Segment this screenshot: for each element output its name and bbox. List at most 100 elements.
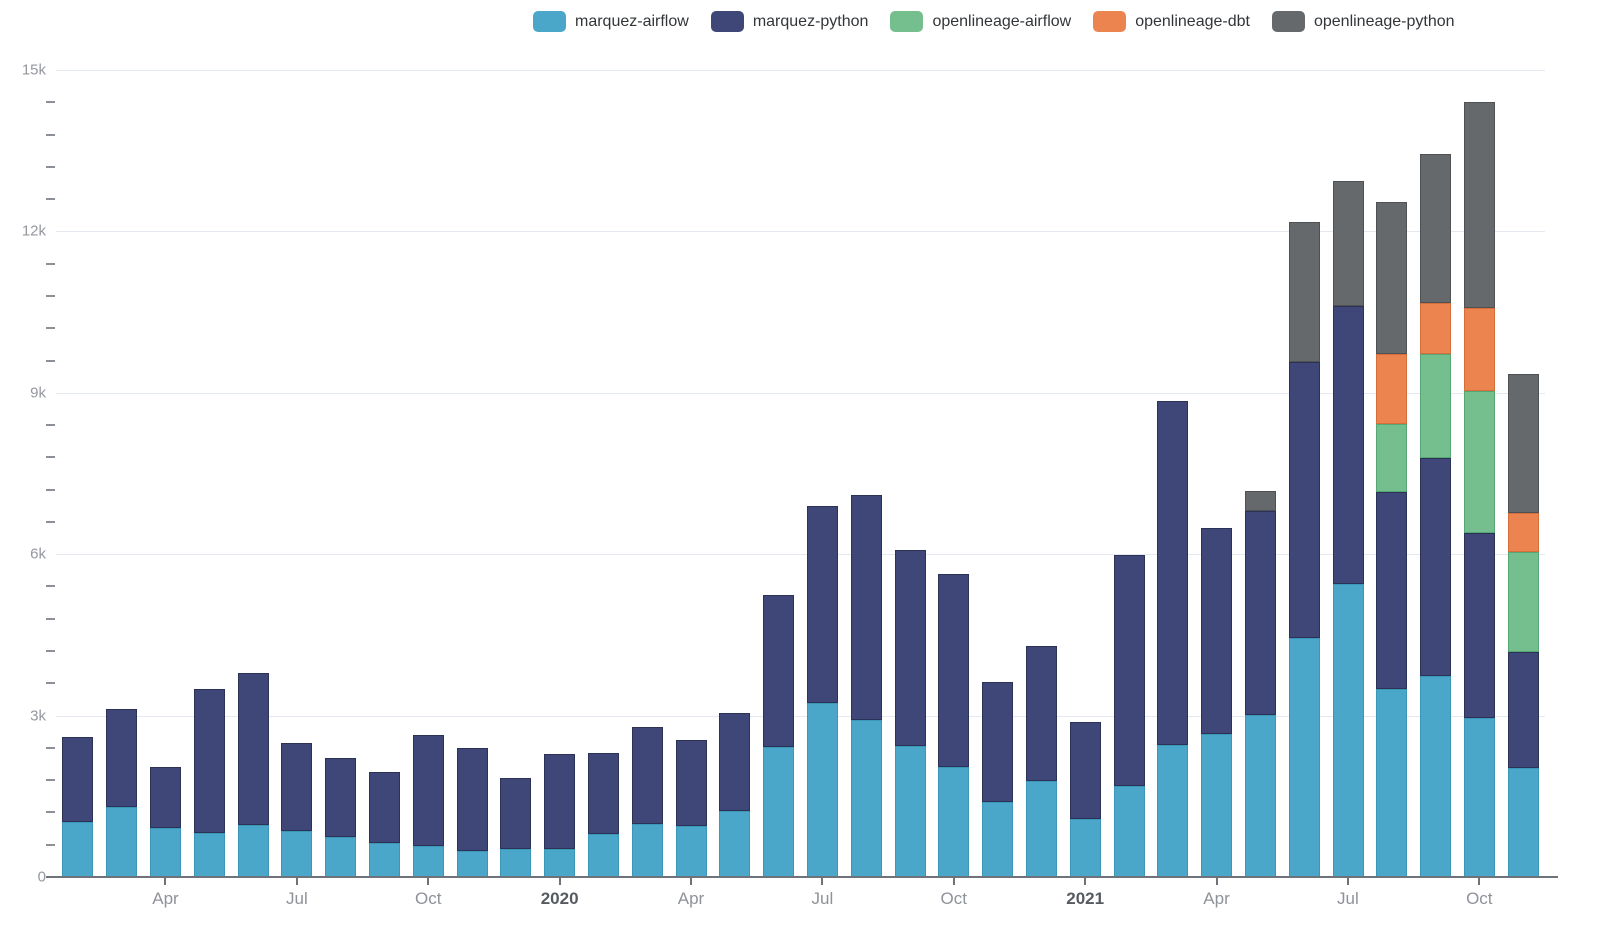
bar-segment-marquez-python[interactable] [719,713,751,811]
bar-segment-marquez-airflow[interactable] [806,702,838,877]
bar-segment-marquez-python[interactable] [106,709,138,807]
bar-segment-marquez-airflow[interactable] [149,828,181,877]
bar-segment-marquez-python[interactable] [544,753,576,850]
bar-segment-marquez-python[interactable] [412,734,444,846]
bar-mar-2019[interactable] [106,709,138,877]
bar-nov-2019[interactable] [456,747,488,877]
bar-segment-marquez-python[interactable] [850,495,882,720]
bar-segment-openlineage-python[interactable] [1332,181,1364,307]
bar-sep-2020[interactable] [894,549,926,877]
bar-sep-2021[interactable] [1420,153,1452,877]
bar-segment-marquez-python[interactable] [1157,401,1189,745]
bar-segment-marquez-python[interactable] [1288,362,1320,639]
legend-item-openlineage-python[interactable]: openlineage-python [1271,11,1455,32]
bar-segment-marquez-python[interactable] [1463,532,1495,718]
bar-jul-2019[interactable] [281,742,313,877]
bar-segment-marquez-python[interactable] [281,742,313,832]
bar-segment-marquez-airflow[interactable] [368,843,400,877]
bar-segment-openlineage-dbt[interactable] [1420,302,1452,355]
bar-segment-marquez-python[interactable] [894,549,926,747]
bar-segment-marquez-python[interactable] [1025,645,1057,781]
bar-segment-openlineage-airflow[interactable] [1420,354,1452,459]
bar-segment-marquez-airflow[interactable] [1420,676,1452,877]
bar-segment-marquez-airflow[interactable] [281,831,313,877]
bar-apr-2020[interactable] [675,740,707,877]
legend-item-marquez-airflow[interactable]: marquez-airflow [533,11,689,32]
bar-segment-marquez-airflow[interactable] [1376,689,1408,877]
bar-jun-2021[interactable] [1288,222,1320,877]
bar-segment-marquez-airflow[interactable] [193,832,225,877]
bar-jan-2020[interactable] [544,753,576,877]
bar-segment-openlineage-python[interactable] [1376,202,1408,355]
bar-segment-marquez-airflow[interactable] [850,719,882,877]
bar-jan-2021[interactable] [1069,721,1101,877]
bar-jun-2020[interactable] [763,594,795,877]
bar-segment-marquez-airflow[interactable] [412,845,444,877]
bar-mar-2021[interactable] [1157,401,1189,877]
bar-segment-marquez-python[interactable] [193,689,225,833]
bar-apr-2021[interactable] [1201,528,1233,877]
bar-oct-2020[interactable] [938,573,970,877]
bar-segment-marquez-python[interactable] [456,747,488,851]
bar-segment-marquez-airflow[interactable] [719,810,751,877]
bar-jun-2019[interactable] [237,672,269,877]
bar-segment-openlineage-airflow[interactable] [1507,551,1539,653]
bar-segment-openlineage-python[interactable] [1244,491,1276,511]
bar-segment-marquez-python[interactable] [1069,721,1101,819]
bar-segment-marquez-python[interactable] [938,573,970,767]
bar-segment-marquez-airflow[interactable] [237,824,269,877]
bar-segment-marquez-python[interactable] [1113,554,1145,786]
bar-segment-marquez-airflow[interactable] [1463,717,1495,877]
bar-oct-2019[interactable] [412,734,444,877]
bar-segment-marquez-python[interactable] [1376,491,1408,690]
legend-item-openlineage-airflow[interactable]: openlineage-airflow [890,11,1071,32]
bar-segment-marquez-airflow[interactable] [894,746,926,877]
bar-segment-marquez-airflow[interactable] [1507,767,1539,877]
bar-segment-marquez-python[interactable] [368,772,400,844]
bar-segment-marquez-airflow[interactable] [763,746,795,877]
bar-aug-2019[interactable] [325,758,357,877]
bar-segment-marquez-airflow[interactable] [675,826,707,877]
legend-item-marquez-python[interactable]: marquez-python [710,11,868,32]
bar-segment-marquez-airflow[interactable] [1069,818,1101,877]
bar-segment-marquez-airflow[interactable] [1201,734,1233,877]
bar-feb-2020[interactable] [587,752,619,877]
bar-segment-marquez-python[interactable] [675,740,707,827]
bar-segment-marquez-python[interactable] [500,778,532,850]
bar-segment-marquez-airflow[interactable] [1288,638,1320,877]
bar-dec-2019[interactable] [500,778,532,877]
bar-nov-2021[interactable] [1507,374,1539,877]
bar-segment-marquez-airflow[interactable] [325,836,357,877]
bar-segment-openlineage-airflow[interactable] [1376,423,1408,492]
bar-segment-marquez-airflow[interactable] [1332,583,1364,877]
bar-segment-marquez-python[interactable] [806,506,838,703]
bar-oct-2021[interactable] [1463,101,1495,877]
bar-aug-2020[interactable] [850,495,882,877]
bar-segment-marquez-airflow[interactable] [938,766,970,877]
bar-may-2021[interactable] [1244,491,1276,877]
bar-segment-marquez-python[interactable] [982,682,1014,803]
bar-segment-marquez-python[interactable] [587,752,619,834]
bar-segment-openlineage-python[interactable] [1463,101,1495,309]
bar-segment-openlineage-python[interactable] [1420,153,1452,303]
bar-aug-2021[interactable] [1376,202,1408,877]
bar-segment-marquez-airflow[interactable] [1244,714,1276,877]
bar-segment-marquez-airflow[interactable] [62,821,94,877]
bar-segment-marquez-python[interactable] [237,672,269,825]
bar-segment-marquez-python[interactable] [149,767,181,829]
bar-segment-marquez-python[interactable] [1420,458,1452,677]
bar-dec-2020[interactable] [1025,645,1057,877]
bar-segment-marquez-python[interactable] [631,726,663,825]
bar-segment-marquez-python[interactable] [1507,652,1539,768]
bar-jul-2021[interactable] [1332,181,1364,877]
bar-segment-marquez-airflow[interactable] [456,850,488,877]
bar-segment-marquez-python[interactable] [1332,306,1364,584]
bar-apr-2019[interactable] [149,767,181,877]
bar-segment-openlineage-python[interactable] [1288,222,1320,363]
bar-feb-2021[interactable] [1113,554,1145,877]
bar-segment-marquez-airflow[interactable] [587,833,619,877]
bar-segment-marquez-airflow[interactable] [982,802,1014,877]
bar-segment-openlineage-airflow[interactable] [1463,390,1495,533]
bar-segment-marquez-airflow[interactable] [106,806,138,877]
bar-segment-marquez-python[interactable] [763,594,795,747]
